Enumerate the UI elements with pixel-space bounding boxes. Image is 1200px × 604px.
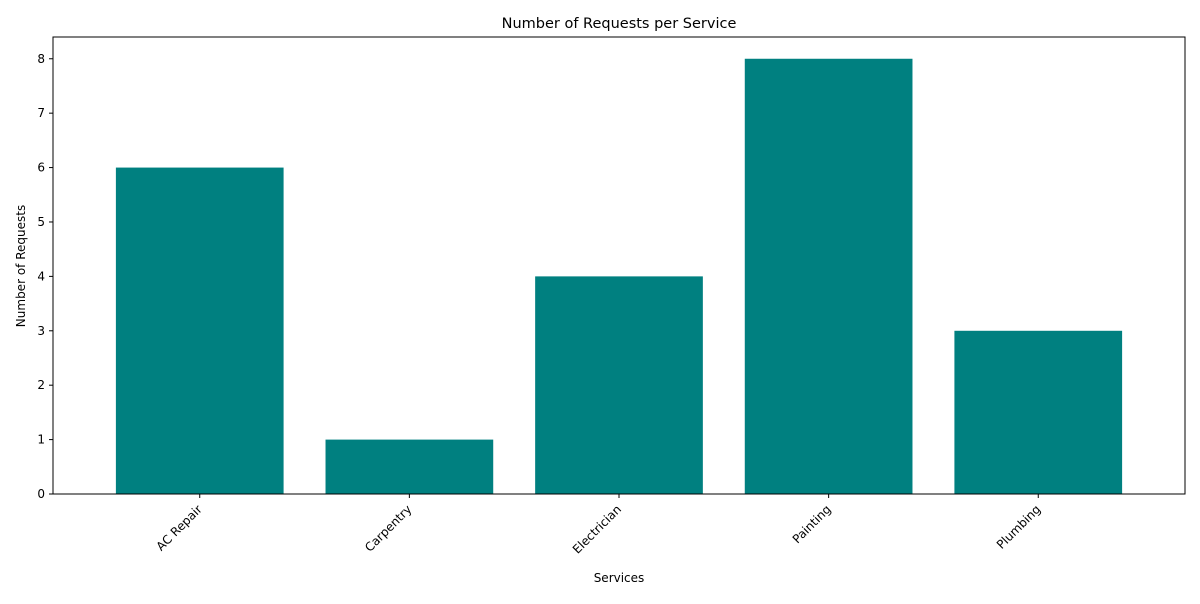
y-tick-label-8: 8: [37, 52, 45, 66]
y-tick-label-0: 0: [37, 487, 45, 501]
bar-carpentry: [325, 439, 494, 494]
bar-ac-repair: [115, 167, 284, 495]
x-axis-title: Services: [594, 571, 645, 585]
y-tick-label-2: 2: [37, 378, 45, 392]
y-tick-label-5: 5: [37, 215, 45, 229]
x-tick-label-painting: Painting: [790, 502, 834, 546]
x-tick-label-plumbing: Plumbing: [994, 502, 1044, 552]
bar-plumbing: [954, 330, 1123, 494]
chart-title: Number of Requests per Service: [502, 16, 737, 32]
x-tick-label-ac-repair: AC Repair: [154, 502, 205, 553]
y-tick-label-7: 7: [37, 106, 45, 120]
y-axis-title: Number of Requests: [14, 205, 28, 327]
y-tick-label-4: 4: [37, 269, 45, 283]
y-tick-label-1: 1: [37, 433, 45, 447]
x-tick-label-carpentry: Carpentry: [362, 502, 414, 554]
bar-painting: [744, 58, 913, 495]
y-tick-label-3: 3: [37, 324, 45, 338]
y-tick-label-6: 6: [37, 161, 45, 175]
bar-electrician: [535, 276, 703, 494]
x-tick-label-electrician: Electrician: [570, 502, 624, 556]
bars-layer: [115, 58, 1123, 495]
